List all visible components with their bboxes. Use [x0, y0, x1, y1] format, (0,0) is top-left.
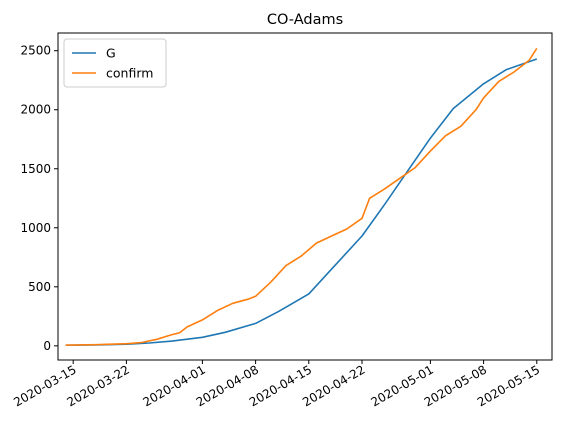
legend-box: [63, 38, 167, 88]
chart-title: CO-Adams: [267, 12, 343, 28]
y-tick-label: 2500: [20, 44, 51, 58]
y-tick-label: 500: [28, 280, 51, 294]
legend-label: confirm: [106, 66, 153, 81]
y-tick-label: 2000: [20, 103, 51, 117]
y-tick-label: 1000: [20, 221, 51, 235]
series-layer: [65, 47, 538, 346]
y-tick-label: 1500: [20, 162, 51, 176]
y-tick-label: 0: [43, 339, 51, 353]
series-line-confirm: [65, 47, 538, 346]
legend-label: G: [106, 46, 116, 61]
series-line-g: [65, 58, 538, 346]
